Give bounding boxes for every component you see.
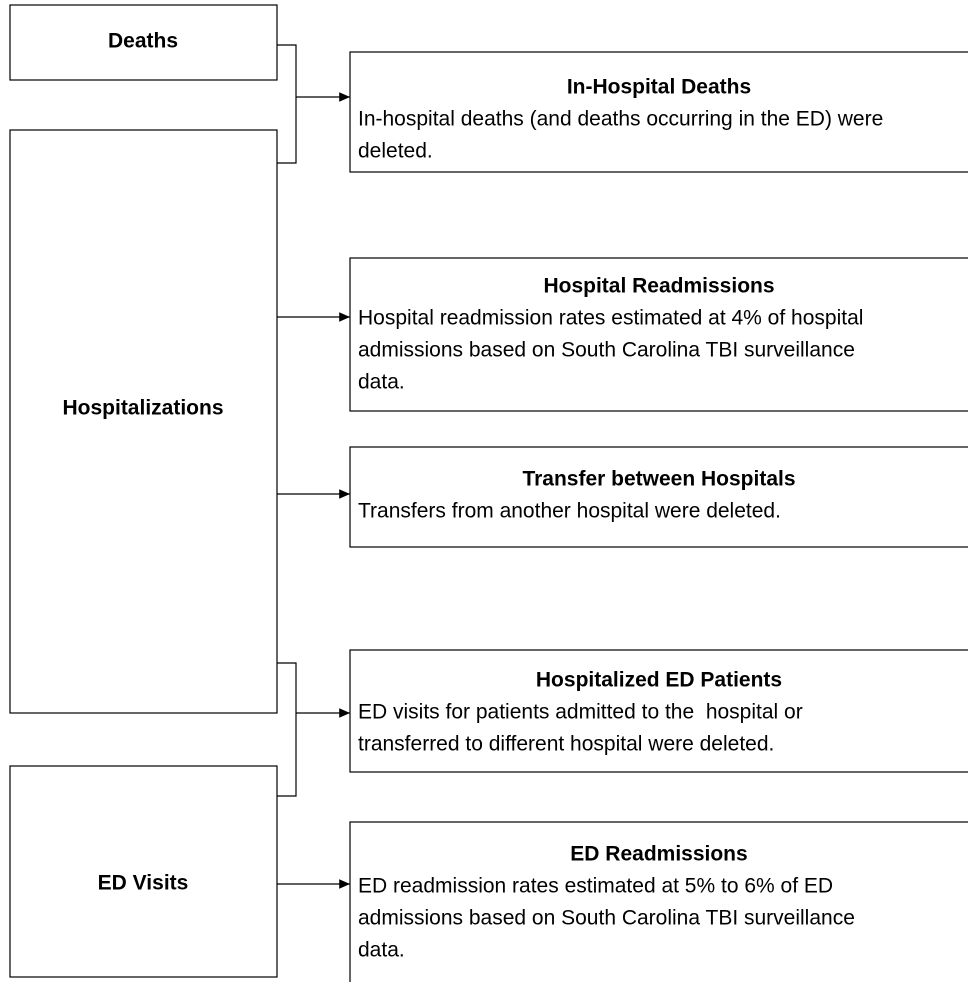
note-title: Hospital Readmissions — [543, 275, 774, 298]
bracket — [277, 662, 297, 797]
hospitalizations-box — [9, 129, 278, 714]
note-title: ED Readmissions — [570, 843, 747, 866]
right-boxes — [349, 51, 968, 982]
deaths-box — [9, 4, 278, 81]
note-line: transferred to different hospital were d… — [358, 733, 774, 756]
note-line: Hospital readmission rates estimated at … — [358, 307, 863, 330]
ed-visits-box — [9, 765, 278, 978]
note-line: data. — [358, 939, 405, 962]
left-boxes: Deaths Hospitalizations ED Visits — [9, 4, 278, 978]
note-title: Hospitalized ED Patients — [536, 669, 782, 692]
note-line: ED visits for patients admitted to the h… — [358, 701, 803, 724]
note-box — [349, 257, 968, 412]
note-box — [349, 649, 968, 773]
note-title: Transfer between Hospitals — [522, 468, 795, 491]
note-line: admissions based on South Carolina TBI s… — [358, 907, 855, 930]
node-label: Deaths — [108, 30, 178, 53]
note-box — [349, 821, 968, 982]
node-label: ED Visits — [98, 872, 189, 895]
note-line: ED readmission rates estimated at 5% to … — [358, 875, 833, 898]
bracket — [277, 44, 297, 164]
note-box — [349, 446, 968, 548]
note-line: In-hospital deaths (and deaths occurring… — [358, 108, 883, 131]
note-box — [349, 51, 968, 173]
note-title: In-Hospital Deaths — [567, 76, 751, 99]
note-line: Transfers from another hospital were del… — [358, 500, 781, 523]
note-line: admissions based on South Carolina TBI s… — [358, 339, 855, 362]
node-label: Hospitalizations — [62, 397, 223, 420]
note-line: data. — [358, 371, 405, 394]
note-line: deleted. — [358, 140, 433, 163]
connectors — [277, 44, 350, 889]
